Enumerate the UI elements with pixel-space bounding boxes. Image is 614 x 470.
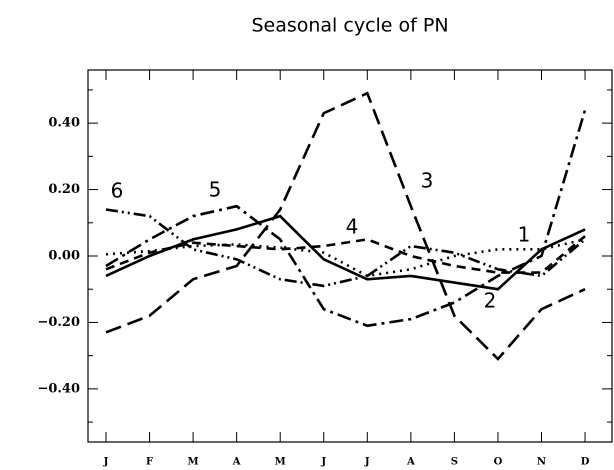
series-label: 2: [484, 289, 497, 313]
series-line: [105, 109, 587, 328]
series-label: 4: [346, 215, 359, 239]
x-tick-label: A: [406, 457, 415, 468]
series-label: 6: [111, 179, 124, 203]
y-tick-label: 0.20: [48, 182, 80, 197]
chart-title: Seasonal cycle of PN: [251, 15, 448, 37]
series-label: 3: [421, 169, 434, 193]
y-tick-label: −0.40: [37, 381, 80, 396]
y-tick-label: 0.00: [48, 249, 80, 264]
x-tick-label: A: [232, 457, 241, 468]
y-tick-label: −0.20: [37, 315, 80, 330]
y-tick-label: 0.40: [48, 116, 80, 131]
series-line: [105, 235, 586, 274]
x-tick-label: M: [188, 457, 199, 468]
series-line: [105, 208, 586, 288]
x-tick-label: O: [494, 457, 503, 468]
series-label: 1: [518, 223, 531, 247]
x-tick-label: D: [581, 457, 590, 468]
x-tick-label: J: [320, 457, 326, 468]
x-tick-label: F: [146, 457, 153, 468]
x-tick-label: J: [103, 457, 109, 468]
x-tick-label: S: [451, 457, 458, 468]
x-tick-label: N: [537, 457, 546, 468]
x-tick-label: M: [275, 457, 286, 468]
series-label: 5: [209, 178, 222, 202]
x-tick-label: J: [364, 457, 370, 468]
series-line: [105, 214, 586, 291]
series-line: [105, 91, 586, 361]
